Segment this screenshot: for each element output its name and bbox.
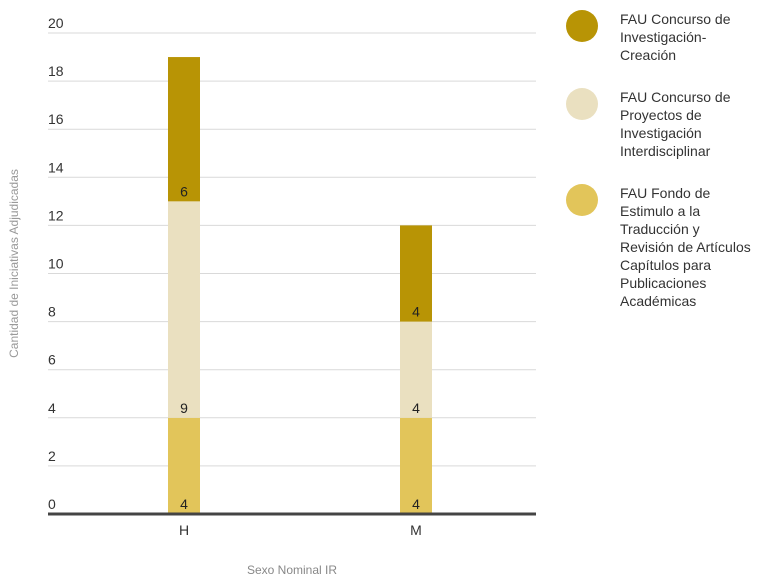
bar-segment	[400, 225, 432, 322]
legend-label: FAU Concurso de Proyectos de Investigaci…	[620, 89, 731, 159]
y-tick-label: 0	[48, 496, 56, 512]
chart-legend: FAU Concurso de Investigación- Creación F…	[566, 10, 760, 334]
bar-segment	[400, 417, 432, 514]
y-tick-label: 8	[48, 304, 56, 320]
y-tick-label: 16	[48, 111, 64, 127]
legend-label: FAU Concurso de Investigación- Creación	[620, 11, 731, 63]
y-tick-label: 2	[48, 448, 56, 464]
legend-swatch	[566, 88, 598, 120]
bar-data-label: 9	[180, 400, 188, 416]
bar-data-label: 6	[180, 183, 188, 199]
legend-swatch	[566, 10, 598, 42]
legend-label: FAU Fondo de Estimulo a la Traducción y …	[620, 185, 751, 309]
legend-item: FAU Fondo de Estimulo a la Traducción y …	[566, 184, 760, 310]
y-tick-label: 20	[48, 15, 64, 31]
legend-swatch	[566, 184, 598, 216]
y-tick-label: 10	[48, 256, 64, 272]
bar-data-label: 4	[412, 400, 420, 416]
bar-data-label: 4	[412, 304, 420, 320]
x-tick-label: H	[179, 522, 189, 538]
y-tick-label: 4	[48, 400, 56, 416]
y-tick-label: 14	[48, 159, 64, 175]
bar-segment	[168, 417, 200, 514]
legend-item: FAU Concurso de Proyectos de Investigaci…	[566, 88, 760, 160]
bar-segment	[400, 321, 432, 418]
x-tick-label: M	[410, 522, 422, 538]
bar-segment	[168, 57, 200, 202]
bar-data-label: 4	[412, 496, 420, 512]
x-axis-title: Sexo Nominal IR	[247, 563, 337, 577]
bar-data-label: 4	[180, 496, 188, 512]
y-tick-label: 18	[48, 63, 64, 79]
legend-item: FAU Concurso de Investigación- Creación	[566, 10, 760, 64]
y-tick-label: 6	[48, 352, 56, 368]
bar-segment	[168, 201, 200, 418]
y-axis-title: Cantidad de Iniciativas Adjudicadas	[7, 169, 21, 358]
y-tick-label: 12	[48, 207, 64, 223]
